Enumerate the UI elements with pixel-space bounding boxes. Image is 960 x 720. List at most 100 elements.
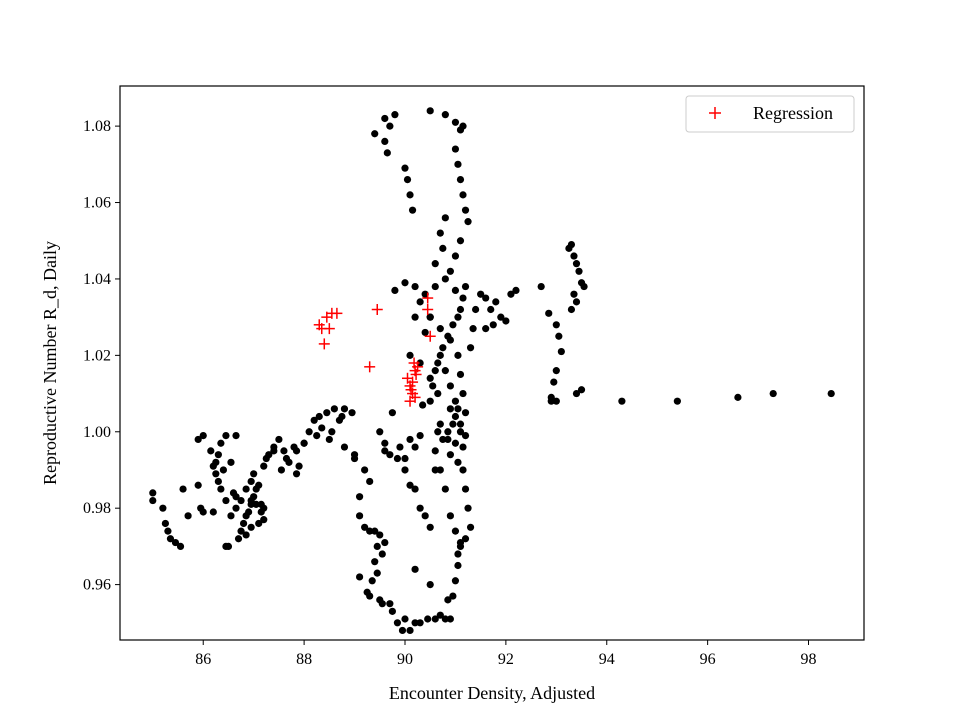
data-point xyxy=(171,538,180,547)
data-point xyxy=(446,267,454,275)
legend-marker-plus-icon xyxy=(709,107,721,119)
x-tick-label: 94 xyxy=(599,651,615,668)
data-point xyxy=(431,466,439,474)
legend-label: Regression xyxy=(753,103,833,123)
data-point xyxy=(260,516,268,524)
data-point xyxy=(277,466,286,474)
data-point xyxy=(456,370,465,379)
data-point xyxy=(199,431,207,440)
data-point xyxy=(552,397,560,405)
data-point xyxy=(149,489,157,497)
data-point xyxy=(439,344,447,352)
x-tick-label: 92 xyxy=(498,651,514,668)
data-point xyxy=(454,160,462,168)
data-point xyxy=(406,626,414,635)
data-point xyxy=(537,282,545,291)
data-point xyxy=(275,435,283,444)
data-point xyxy=(406,191,414,199)
data-point xyxy=(436,611,444,619)
data-point xyxy=(461,535,470,543)
data-point xyxy=(270,447,278,455)
data-point xyxy=(459,466,467,474)
data-point xyxy=(212,458,220,466)
data-point xyxy=(618,397,626,405)
data-point xyxy=(381,447,389,455)
data-point xyxy=(406,435,414,444)
data-point xyxy=(401,466,409,474)
data-point xyxy=(552,321,560,329)
data-point xyxy=(431,260,439,268)
data-point xyxy=(361,466,369,474)
data-point xyxy=(209,508,217,516)
data-point xyxy=(255,519,263,528)
data-point xyxy=(459,443,467,451)
data-point xyxy=(411,282,419,291)
data-point xyxy=(227,458,235,466)
data-point xyxy=(411,565,419,573)
data-point xyxy=(355,573,364,581)
data-point xyxy=(292,447,301,455)
data-point xyxy=(456,176,465,184)
data-point xyxy=(212,470,220,478)
data-point xyxy=(449,321,457,329)
data-point xyxy=(567,305,576,314)
data-point xyxy=(436,351,444,359)
data-point xyxy=(411,485,419,493)
data-point xyxy=(446,451,454,459)
data-point xyxy=(431,447,439,455)
data-point xyxy=(232,431,240,440)
data-point xyxy=(441,111,449,119)
data-point xyxy=(328,428,336,436)
data-point xyxy=(406,351,414,359)
data-point xyxy=(461,206,470,214)
data-point xyxy=(472,305,480,314)
data-point xyxy=(461,485,470,493)
data-point xyxy=(459,294,467,302)
data-point xyxy=(580,282,588,291)
data-point xyxy=(393,619,402,627)
data-point xyxy=(545,309,553,317)
data-point xyxy=(570,290,578,298)
data-point xyxy=(431,282,439,291)
x-tick-label: 96 xyxy=(700,651,716,668)
data-point xyxy=(416,504,424,512)
data-point xyxy=(388,607,396,615)
data-point xyxy=(194,481,202,489)
regression-point xyxy=(424,330,436,342)
y-tick-label: 0.96 xyxy=(83,577,111,594)
data-point xyxy=(350,451,359,459)
data-point xyxy=(386,122,394,130)
data-point xyxy=(451,439,460,447)
data-point xyxy=(449,592,457,600)
data-point xyxy=(441,275,449,283)
data-point xyxy=(164,527,172,535)
y-tick-label: 1.08 xyxy=(83,118,111,135)
data-point xyxy=(227,512,235,520)
data-point xyxy=(454,313,462,321)
data-point xyxy=(340,443,349,451)
data-point xyxy=(411,313,419,321)
data-point xyxy=(285,458,293,466)
data-point xyxy=(232,504,240,512)
data-point xyxy=(393,454,402,463)
data-point xyxy=(492,298,500,306)
data-point xyxy=(454,458,462,466)
y-tick-label: 0.98 xyxy=(83,500,111,517)
data-point xyxy=(149,496,157,505)
data-point xyxy=(366,477,374,486)
data-point xyxy=(456,538,465,547)
data-point xyxy=(411,443,419,451)
data-point xyxy=(247,496,255,505)
data-point xyxy=(466,344,475,352)
data-point xyxy=(401,164,409,172)
data-point xyxy=(454,561,462,570)
data-point xyxy=(441,485,449,493)
data-point xyxy=(260,462,268,470)
data-point xyxy=(436,420,444,428)
data-point xyxy=(426,107,434,115)
x-tick-label: 90 xyxy=(397,651,413,668)
data-point xyxy=(439,244,447,252)
y-tick-label: 1.06 xyxy=(83,195,111,212)
data-point xyxy=(426,581,434,589)
data-point xyxy=(222,496,230,505)
